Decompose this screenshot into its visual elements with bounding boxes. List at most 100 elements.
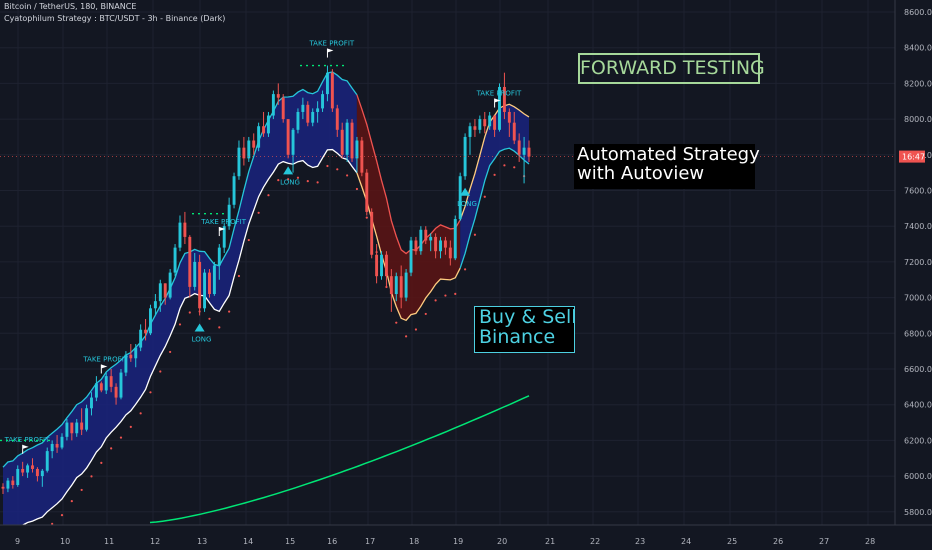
price-tick-label: 8200.00 <box>904 79 932 88</box>
price-tick-label: 7400.00 <box>904 222 932 231</box>
candle <box>409 236 413 277</box>
take-profit-marker: TAKE PROFIT <box>308 40 355 58</box>
stop-dot <box>90 475 93 478</box>
stop-dot <box>139 412 142 415</box>
take-profit-label: TAKE PROFIT <box>200 218 246 226</box>
candle <box>458 172 462 221</box>
candle <box>321 90 324 112</box>
candle-body <box>6 480 10 489</box>
candle-body <box>507 111 511 123</box>
candle <box>316 101 320 123</box>
stop-dot <box>267 194 270 197</box>
candle <box>119 369 123 400</box>
candle <box>498 83 501 132</box>
automated-line-2: with Autoview <box>577 162 705 184</box>
candle-body <box>55 443 59 448</box>
candle-body <box>124 354 128 373</box>
candle-body <box>384 254 388 277</box>
stop-dot <box>355 187 359 191</box>
candle-body <box>414 240 418 252</box>
candle <box>188 235 192 298</box>
candle-body <box>114 386 118 398</box>
candle-body <box>389 276 393 295</box>
candle-body <box>217 247 221 266</box>
stop-dot <box>395 321 398 324</box>
candle-body <box>60 436 64 448</box>
time-tick-label: 28 <box>865 537 875 546</box>
candle-body <box>409 240 413 273</box>
stop-dot <box>296 176 300 179</box>
candle <box>527 140 531 162</box>
time-tick-label: 20 <box>497 537 507 546</box>
candle <box>173 244 177 277</box>
candle <box>296 108 300 134</box>
strategy-band <box>2 71 530 536</box>
price-tick-label: 8600.00 <box>904 8 932 17</box>
flag-icon <box>101 364 108 369</box>
candle-body <box>35 468 39 477</box>
candle <box>512 111 516 145</box>
candle-body <box>222 226 226 248</box>
long-arrow-icon <box>283 166 294 175</box>
stop-dot <box>414 328 418 331</box>
candle-body <box>473 126 477 130</box>
candle-body <box>439 240 442 252</box>
candle-body <box>16 468 20 486</box>
candle <box>70 422 74 441</box>
candle-body <box>296 111 300 130</box>
candle-body <box>335 108 339 130</box>
stop-dot <box>513 166 516 169</box>
stop-dot <box>70 500 73 503</box>
candle-body <box>26 465 30 473</box>
price-tick-label: 8400.00 <box>904 44 932 53</box>
candle <box>80 408 84 436</box>
candle-body <box>153 301 157 309</box>
candle-body <box>286 119 290 155</box>
candle <box>340 122 344 159</box>
take-profit-markers: TAKE PROFIT TAKE PROFIT TAKE PROFIT TAKE PR… <box>4 40 522 454</box>
candle-body <box>448 247 452 259</box>
candle <box>247 136 251 162</box>
candle-body <box>311 111 315 123</box>
upper-band-line <box>356 94 461 255</box>
stop-dot <box>434 299 437 302</box>
candle-body <box>276 94 280 98</box>
candle <box>129 344 133 362</box>
candle <box>124 351 128 377</box>
candle-body <box>345 122 349 155</box>
candle <box>389 269 393 312</box>
candle-body <box>360 140 364 173</box>
candle <box>478 115 482 134</box>
lower-band-line <box>459 147 530 269</box>
take-profit-label: TAKE PROFIT <box>4 436 50 444</box>
time-tick-label: 18 <box>409 537 419 546</box>
flag-icon <box>327 48 334 53</box>
candle-body <box>419 229 423 252</box>
time-tick-label: 23 <box>635 537 645 546</box>
candle <box>208 269 211 298</box>
candle <box>424 226 428 245</box>
candle <box>168 269 172 300</box>
candle <box>55 435 59 453</box>
candle-body <box>198 261 202 309</box>
long-arrow-icon <box>194 323 205 332</box>
candle-body <box>90 397 93 409</box>
time-tick-label: 10 <box>60 537 70 546</box>
candle <box>330 69 334 112</box>
symbol-title: Bitcoin / TetherUS, 180, BINANCE <box>4 2 137 11</box>
candles <box>1 65 531 494</box>
candle <box>439 236 442 259</box>
take-profit-label: TAKE PROFIT <box>308 40 354 48</box>
stop-dot <box>385 285 388 289</box>
stop-dot <box>346 174 349 177</box>
candle-body <box>424 229 428 241</box>
price-tick-label: 6400.00 <box>904 401 932 410</box>
candle <box>153 294 157 316</box>
candle-body <box>242 147 246 159</box>
candle-body <box>527 147 531 157</box>
candle-body <box>517 140 521 155</box>
candle <box>301 97 305 120</box>
candle-body <box>291 129 295 155</box>
